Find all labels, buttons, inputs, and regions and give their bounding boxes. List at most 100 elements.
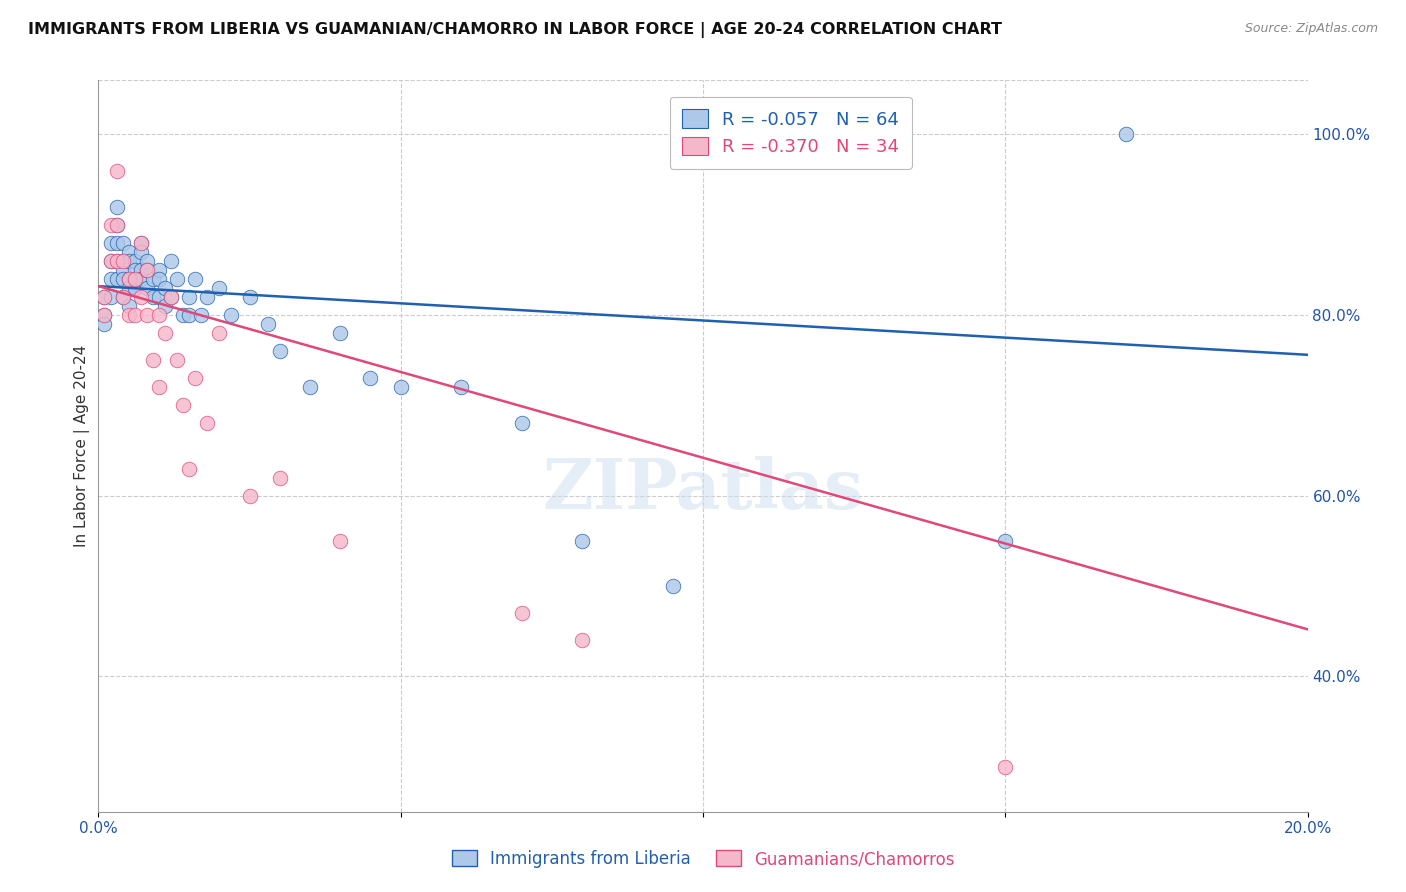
Point (93, 290, 115, 304)
Point (450, 380, 472, 394)
Point (195, 290, 218, 304)
Text: IMMIGRANTS FROM LIBERIA VS GUAMANIAN/CHAMORRO IN LABOR FORCE | AGE 20-24 CORRELA: IMMIGRANTS FROM LIBERIA VS GUAMANIAN/CHA… (28, 22, 1002, 38)
Point (105, 253, 128, 268)
Point (153, 299, 176, 313)
Point (571, 533, 593, 548)
Point (100, 218, 122, 232)
Point (100, 253, 122, 268)
Point (118, 299, 141, 313)
Point (994, 759, 1017, 773)
Point (124, 281, 146, 295)
Point (179, 290, 201, 304)
Point (93, 317, 115, 331)
Point (100, 290, 122, 304)
Point (129, 235, 152, 250)
Point (299, 380, 322, 394)
Point (148, 290, 170, 304)
Point (105, 218, 128, 232)
Point (208, 326, 231, 340)
Point (1115, 128, 1137, 142)
Point (148, 263, 170, 277)
Point (105, 200, 128, 214)
Legend: R = -0.057   N = 64, R = -0.370   N = 34: R = -0.057 N = 64, R = -0.370 N = 34 (669, 96, 911, 169)
Point (124, 272, 146, 286)
Point (571, 633, 593, 648)
Point (184, 371, 207, 385)
Point (994, 533, 1017, 548)
Point (100, 272, 122, 286)
Point (239, 290, 262, 304)
Point (142, 353, 165, 368)
Point (142, 290, 165, 304)
Point (329, 533, 352, 548)
Point (510, 417, 533, 431)
Point (510, 606, 533, 620)
Point (662, 579, 685, 593)
Point (160, 290, 183, 304)
Point (118, 281, 141, 295)
Point (360, 371, 382, 385)
Text: ZIPatlas: ZIPatlas (543, 457, 863, 524)
Point (93, 308, 115, 322)
Point (118, 272, 141, 286)
Point (111, 235, 134, 250)
Point (135, 308, 157, 322)
Point (111, 263, 134, 277)
Point (160, 253, 183, 268)
Point (111, 290, 134, 304)
Point (129, 244, 152, 259)
Point (208, 281, 231, 295)
Point (124, 272, 146, 286)
Point (105, 272, 128, 286)
Point (129, 263, 152, 277)
Point (118, 244, 141, 259)
Point (172, 398, 194, 412)
Point (166, 272, 188, 286)
Point (118, 308, 141, 322)
Y-axis label: In Labor Force | Age 20-24: In Labor Force | Age 20-24 (75, 345, 90, 547)
Point (129, 290, 152, 304)
Point (124, 308, 146, 322)
Point (111, 290, 134, 304)
Point (124, 253, 146, 268)
Point (111, 253, 134, 268)
Point (111, 253, 134, 268)
Point (153, 281, 176, 295)
Point (221, 308, 243, 322)
Point (172, 308, 194, 322)
Point (184, 272, 207, 286)
Point (153, 326, 176, 340)
Point (118, 272, 141, 286)
Point (105, 163, 128, 178)
Point (93, 308, 115, 322)
Point (239, 489, 262, 503)
Point (105, 235, 128, 250)
Point (135, 263, 157, 277)
Point (269, 470, 291, 484)
Point (166, 353, 188, 368)
Point (148, 380, 170, 394)
Point (100, 253, 122, 268)
Point (118, 253, 141, 268)
Point (389, 380, 412, 394)
Point (256, 317, 278, 331)
Point (135, 263, 157, 277)
Text: Source: ZipAtlas.com: Source: ZipAtlas.com (1244, 22, 1378, 36)
Point (179, 461, 201, 475)
Legend: Immigrants from Liberia, Guamanians/Chamorros: Immigrants from Liberia, Guamanians/Cham… (444, 844, 962, 875)
Point (329, 326, 352, 340)
Point (179, 308, 201, 322)
Point (129, 235, 152, 250)
Point (105, 253, 128, 268)
Point (129, 272, 152, 286)
Point (100, 235, 122, 250)
Point (105, 218, 128, 232)
Point (160, 290, 183, 304)
Point (124, 263, 146, 277)
Point (269, 344, 291, 359)
Point (195, 417, 218, 431)
Point (111, 272, 134, 286)
Point (148, 308, 170, 322)
Point (135, 253, 157, 268)
Point (135, 281, 157, 295)
